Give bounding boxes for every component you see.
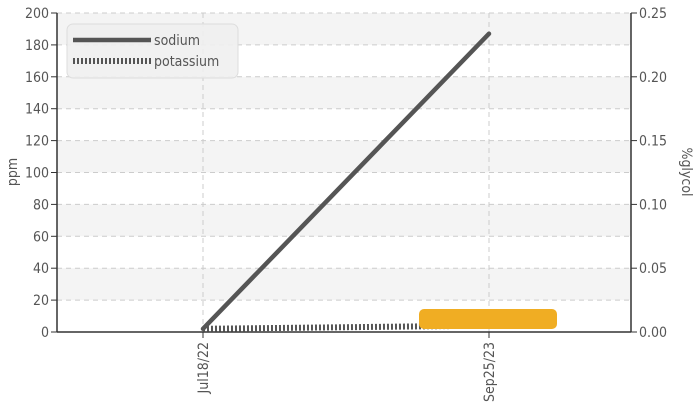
grid-band xyxy=(57,268,631,301)
y-tick-label-right: 0.15 xyxy=(639,134,667,150)
y-tick-label-right: 0.20 xyxy=(639,70,667,86)
legend-label-potassium: potassium xyxy=(154,54,219,70)
series-layer xyxy=(200,31,492,332)
right-axis-ticks: 0.00 0.05 0.10 0.15 0.20 0.25 xyxy=(631,6,667,341)
y-tick-label-left: 120 xyxy=(25,134,49,150)
y-tick-label-right: 0.00 xyxy=(639,325,667,341)
x-tick-label: Jul18/22 xyxy=(196,342,212,395)
y-tick-label-left: 140 xyxy=(25,102,49,118)
y-tick-label-left: 100 xyxy=(25,166,49,182)
legend: sodium potassium xyxy=(66,23,239,79)
legend-label-sodium: sodium xyxy=(154,33,200,49)
x-tick-label: Sep25/23 xyxy=(482,342,498,402)
y-tick-label-left: 20 xyxy=(33,293,49,309)
y-tick-label-left: 160 xyxy=(25,70,49,86)
highlight-layer xyxy=(419,309,557,329)
series-line-sodium xyxy=(200,31,492,332)
left-axis-ticks: 0 20 40 60 80 100 120 140 160 180 200 xyxy=(25,6,57,341)
y-tick-label-left: 60 xyxy=(33,229,49,245)
y-tick-label-left: 180 xyxy=(25,38,49,54)
highlight-bar xyxy=(419,309,557,329)
grid-band xyxy=(57,140,631,173)
y-tick-label-right: 0.25 xyxy=(639,6,667,22)
legend-box xyxy=(66,23,239,79)
grid-band xyxy=(57,76,631,109)
x-axis-ticks: Jul18/22 Sep25/23 xyxy=(196,332,498,402)
y-tick-label-right: 0.10 xyxy=(639,197,667,213)
y-axis-right-label: %glycol xyxy=(678,147,694,196)
y-axis-left-label: ppm xyxy=(5,158,21,186)
y-tick-label-left: 40 xyxy=(33,261,49,277)
y-tick-label-left: 0 xyxy=(41,325,49,341)
y-tick-label-right: 0.05 xyxy=(639,261,667,277)
gridlines xyxy=(57,12,631,332)
grid-band xyxy=(57,204,631,237)
y-tick-label-left: 200 xyxy=(25,6,49,22)
y-tick-label-left: 80 xyxy=(33,197,49,213)
